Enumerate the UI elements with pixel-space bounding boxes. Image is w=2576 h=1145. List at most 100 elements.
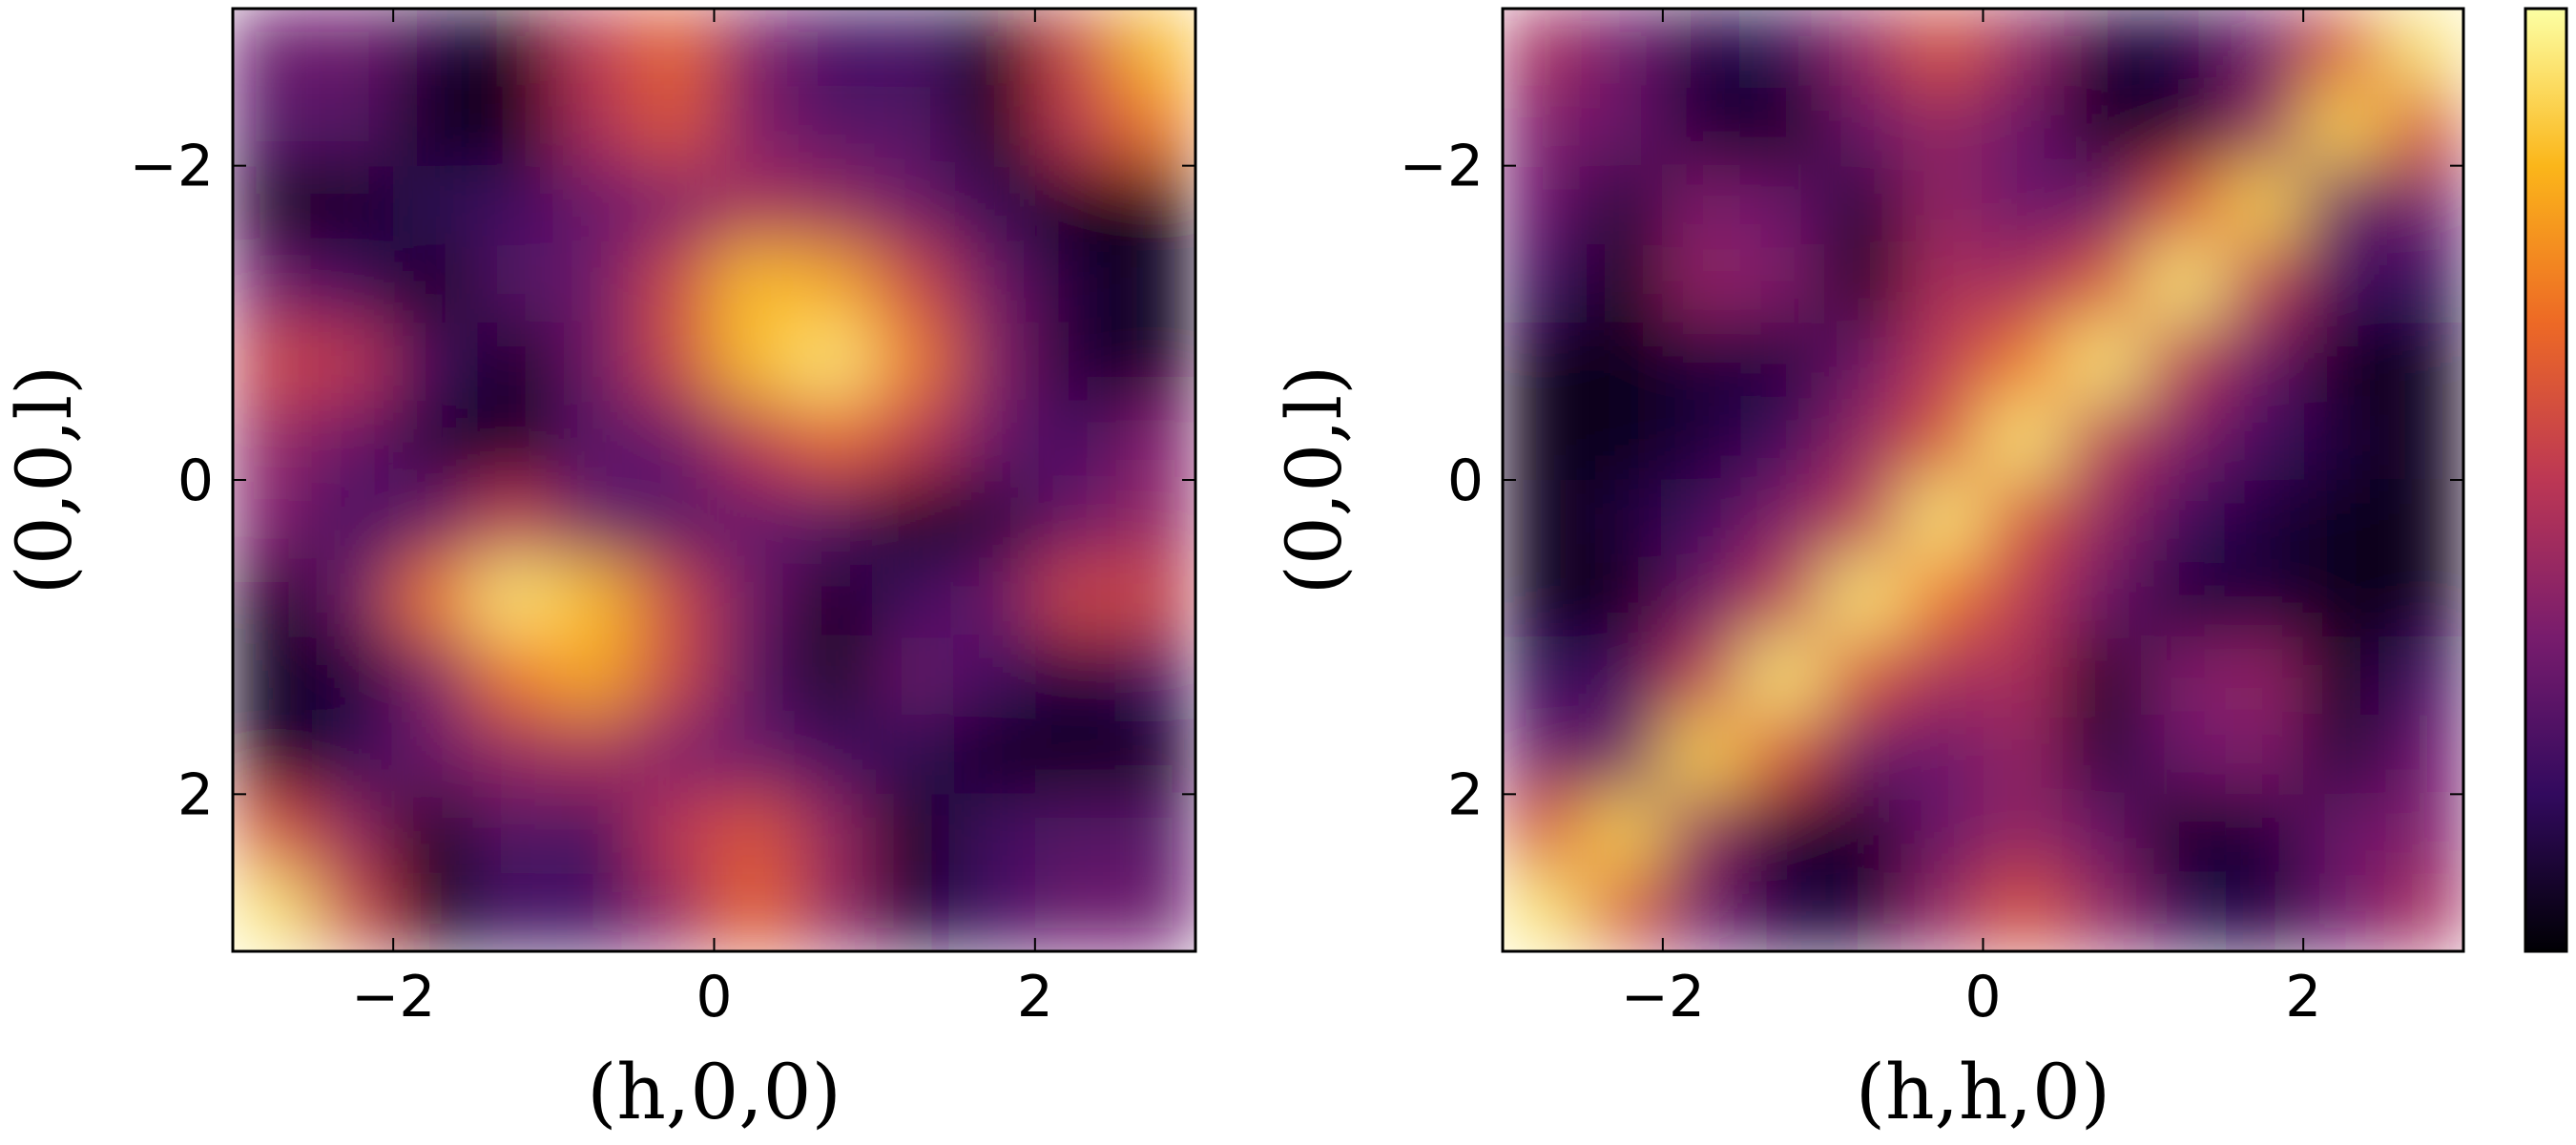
heatmap-cell [2142, 557, 2224, 638]
heatmap-cell [2302, 86, 2384, 167]
heatmap-cell [233, 9, 314, 88]
heatmap-cell [1034, 243, 1116, 323]
heatmap-cell [1902, 636, 1984, 717]
heatmap-cell [2222, 557, 2304, 638]
heatmap-cell [392, 401, 474, 481]
heatmap-cell [714, 636, 796, 717]
y-tick-label: 0 [1447, 448, 1484, 514]
heatmap-cell [1742, 557, 1824, 638]
heatmap-cell [2062, 322, 2144, 403]
heatmap-cell [392, 479, 474, 559]
heatmap-cell [2222, 322, 2304, 403]
heatmap-cell [714, 86, 796, 167]
heatmap-cell [2302, 557, 2384, 638]
heatmap-cell [1503, 793, 1584, 874]
heatmap-cell [312, 636, 394, 717]
heatmap-cell [1742, 322, 1824, 403]
x-axis-label: (h,h,0) [1856, 1048, 2110, 1136]
y-axis-label: (0,0,l) [0, 365, 89, 595]
heatmap-cell [1662, 9, 1744, 88]
heatmap-cell [2382, 793, 2463, 874]
heatmap-cell [1114, 243, 1195, 323]
heatmap-cell [1503, 401, 1584, 481]
heatmap-cell [552, 401, 634, 481]
heatmap-cell [1742, 86, 1824, 167]
heatmap-cell [2222, 715, 2304, 795]
heatmap-cell [2062, 715, 2144, 795]
heatmap-cell [1742, 715, 1824, 795]
heatmap-cell [1503, 243, 1584, 323]
heatmap-cell [954, 479, 1036, 559]
heatmap-cell [312, 243, 394, 323]
heatmap-cell [552, 872, 634, 951]
heatmap-cell [233, 636, 314, 717]
heatmap-cell [874, 322, 956, 403]
heatmap-cell [1114, 401, 1195, 481]
heatmap-cell [1114, 479, 1195, 559]
heatmap-cell [312, 479, 394, 559]
heatmap-cell [2382, 243, 2463, 323]
heatmap-cell [633, 715, 715, 795]
heatmap [233, 9, 1195, 951]
heatmap-cell [233, 793, 314, 874]
heatmap-cell [472, 401, 554, 481]
plot-area [233, 9, 1195, 951]
heatmap-cell [2062, 165, 2144, 245]
heatmap-cell [1662, 872, 1744, 951]
heatmap-cell [1902, 86, 1984, 167]
heatmap-cell [1742, 165, 1824, 245]
heatmap-cell [2382, 872, 2463, 951]
heatmap-cell [794, 557, 876, 638]
heatmap-cell [2302, 243, 2384, 323]
heatmap-cell [1503, 715, 1584, 795]
heatmap-cell [874, 479, 956, 559]
heatmap-cell [1822, 872, 1904, 951]
heatmap-cell [2382, 86, 2463, 167]
heatmap-cell [633, 9, 715, 88]
heatmap-cell [1034, 872, 1116, 951]
heatmap-cell [472, 793, 554, 874]
heatmap-cell [633, 401, 715, 481]
heatmap-cell [1114, 872, 1195, 951]
heatmap-cell [1034, 479, 1116, 559]
heatmap-cell [1983, 872, 2064, 951]
heatmap-cell [312, 86, 394, 167]
heatmap-cell [392, 715, 474, 795]
heatmap-cell [954, 636, 1036, 717]
heatmap-cell [2062, 243, 2144, 323]
heatmap-cell [2222, 479, 2304, 559]
heatmap-cell [472, 243, 554, 323]
heatmap-cell [233, 401, 314, 481]
heatmap-cell [552, 9, 634, 88]
heatmap-cell [1983, 165, 2064, 245]
heatmap-cell [1582, 479, 1664, 559]
heatmap-cell [633, 557, 715, 638]
y-tick-label: −2 [130, 134, 214, 200]
heatmap-cell [1822, 793, 1904, 874]
heatmap-cell [714, 9, 796, 88]
heatmap-cell [954, 322, 1036, 403]
heatmap-cell [633, 793, 715, 874]
heatmap-cell [472, 557, 554, 638]
heatmap-cell [312, 9, 394, 88]
heatmap-cell [312, 165, 394, 245]
heatmap-cell [472, 322, 554, 403]
heatmap-cell [794, 401, 876, 481]
heatmap-cell [714, 479, 796, 559]
heatmap-cell [472, 479, 554, 559]
heatmap-cell [1902, 557, 1984, 638]
heatmap-cell [1742, 401, 1824, 481]
heatmap-cell [472, 715, 554, 795]
heatmap-cell [1662, 401, 1744, 481]
heatmap-cell [1114, 165, 1195, 245]
heatmap-cell [1742, 479, 1824, 559]
heatmap-cell [2142, 479, 2224, 559]
heatmap-cell [794, 243, 876, 323]
heatmap-cell [954, 793, 1036, 874]
heatmap-cell [1662, 165, 1744, 245]
heatmap-cell [312, 557, 394, 638]
heatmap-cell [392, 793, 474, 874]
heatmap-cell [2222, 9, 2304, 88]
heatmap-cell [1983, 243, 2064, 323]
